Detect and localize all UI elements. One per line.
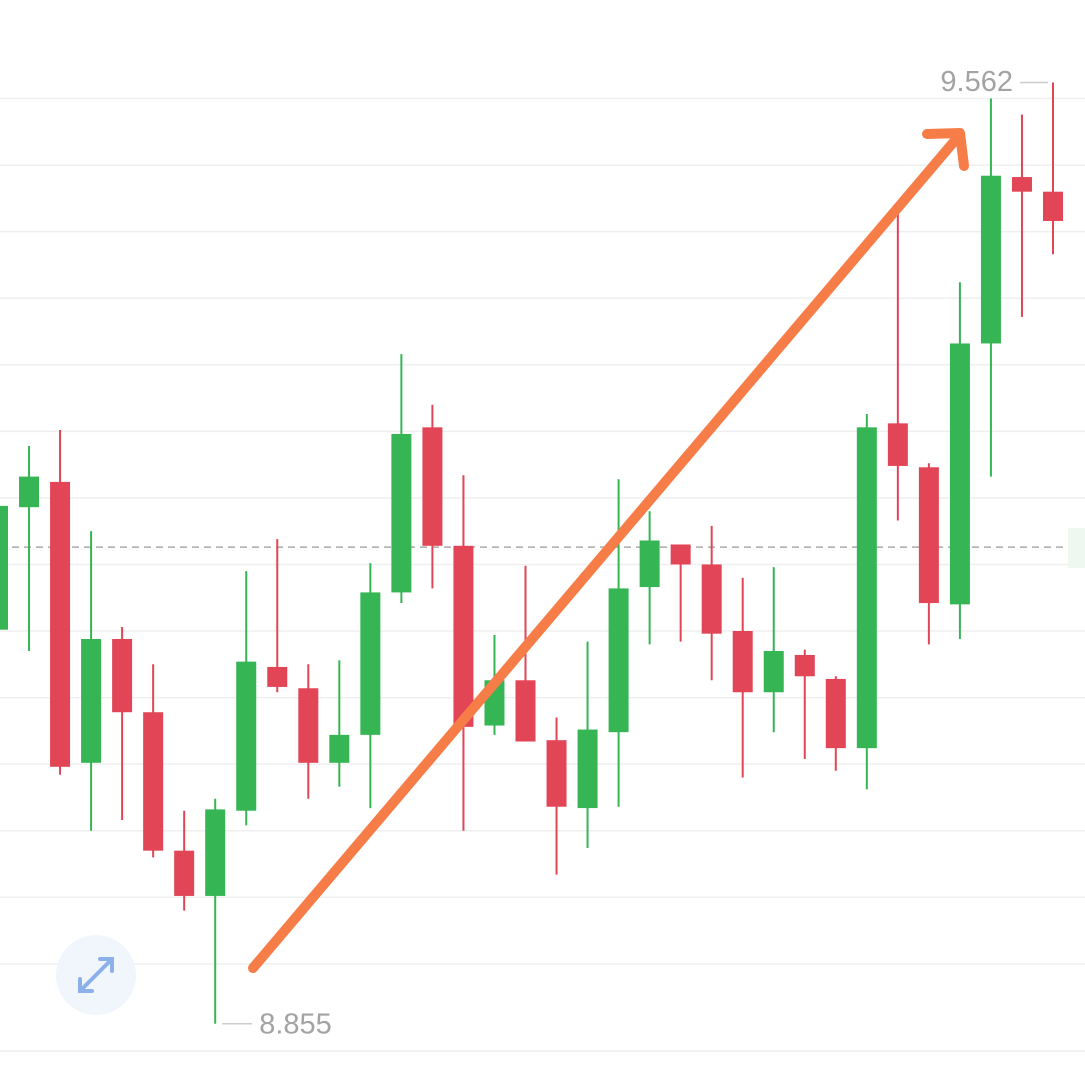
x-tick-label: 15:00: [831, 1061, 904, 1065]
candle-body: [1011, 177, 1032, 192]
expand-icon[interactable]: [78, 957, 114, 993]
candle-body: [267, 666, 288, 687]
candle-body: [515, 680, 536, 742]
candle-body: [50, 481, 71, 767]
candle-body: [577, 729, 598, 809]
candle-body: [391, 433, 412, 593]
candle-body: [1043, 191, 1063, 221]
candle-body: [825, 678, 846, 749]
price-tag: [1068, 528, 1085, 568]
x-tick-label: 09:00: [86, 1061, 159, 1065]
expand-icon-head[interactable]: [98, 957, 114, 973]
candle-body: [701, 564, 722, 634]
candle-body: [0, 505, 8, 630]
min-label: 8.855: [259, 1008, 332, 1040]
candle-body: [112, 639, 133, 713]
candle-body: [329, 734, 350, 763]
candle-body: [856, 427, 877, 749]
expand-button[interactable]: [56, 935, 136, 1015]
candle-body: [453, 545, 474, 727]
candle-body: [298, 688, 319, 763]
candle-body: [546, 740, 567, 807]
arrow-head: [922, 128, 969, 171]
expand-icon-line[interactable]: [78, 957, 114, 993]
candle-body: [81, 639, 102, 763]
candle-body: [639, 540, 660, 588]
candle-body: [918, 467, 939, 604]
candle-body: [143, 712, 164, 851]
candle-body: [19, 476, 40, 508]
candle-body: [360, 592, 381, 735]
candles: [0, 82, 1063, 1024]
candle-body: [794, 654, 815, 677]
arrow-shaft: [248, 133, 962, 973]
candle-body: [980, 175, 1001, 344]
expand-icon-tail[interactable]: [78, 977, 94, 993]
labels: 09:00 12:00 15:00 9.562 8.855: [86, 66, 1048, 1065]
candle-body: [236, 661, 257, 811]
candle-body: [205, 809, 226, 896]
candle-body: [422, 427, 443, 546]
candle-body: [174, 850, 195, 896]
max-label: 9.562: [940, 66, 1013, 98]
trend-arrow: [248, 128, 969, 973]
candle-body: [763, 650, 784, 693]
x-tick-label: 12:00: [458, 1061, 531, 1065]
candle-body: [732, 631, 753, 693]
candle-body: [949, 343, 970, 605]
candle-body: [608, 588, 629, 733]
candle-body: [670, 544, 691, 565]
candle-body: [887, 423, 908, 466]
